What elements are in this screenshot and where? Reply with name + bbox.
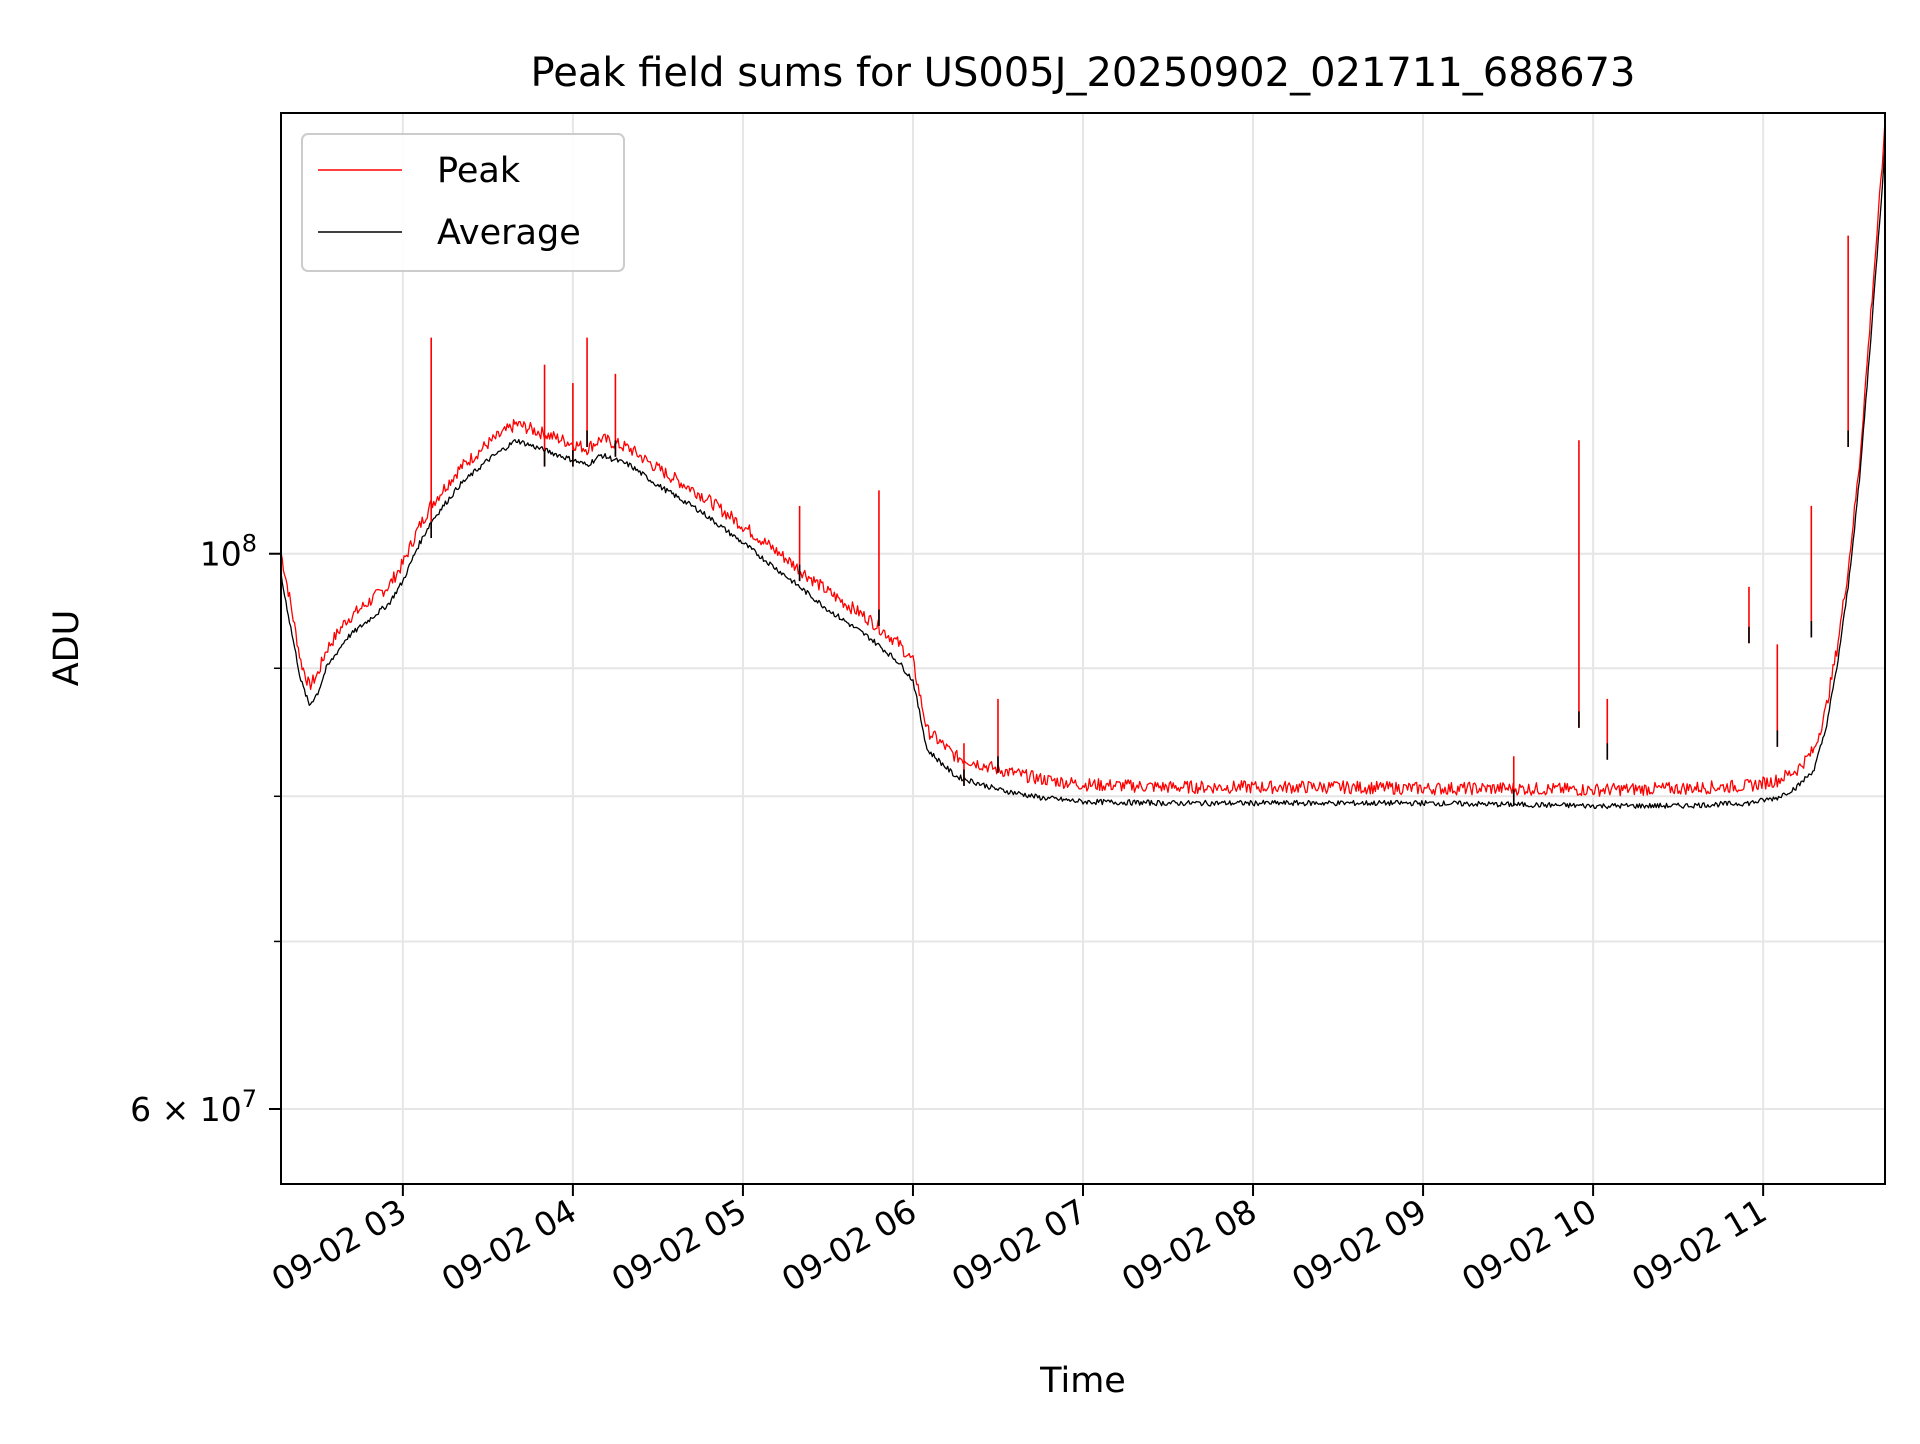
legend-average-label: Average [437,213,581,253]
y-axis-label: ADU [47,610,87,687]
series-line-peak [280,120,1886,797]
plot-frame [280,112,1886,1185]
legend-box [301,133,625,272]
legend: Peak Average [301,133,625,272]
series-line-average [280,142,1886,810]
y-tick-label: 6 × 107 [130,1085,257,1129]
series-layer [280,120,1886,810]
chart-title: Peak field sums for US005J_20250902_0217… [531,50,1636,96]
grid-layer [281,113,1885,1184]
y-tick-label: 108 [200,530,257,574]
legend-peak-label: Peak [437,151,521,191]
x-axis-label: Time [1039,1361,1126,1401]
